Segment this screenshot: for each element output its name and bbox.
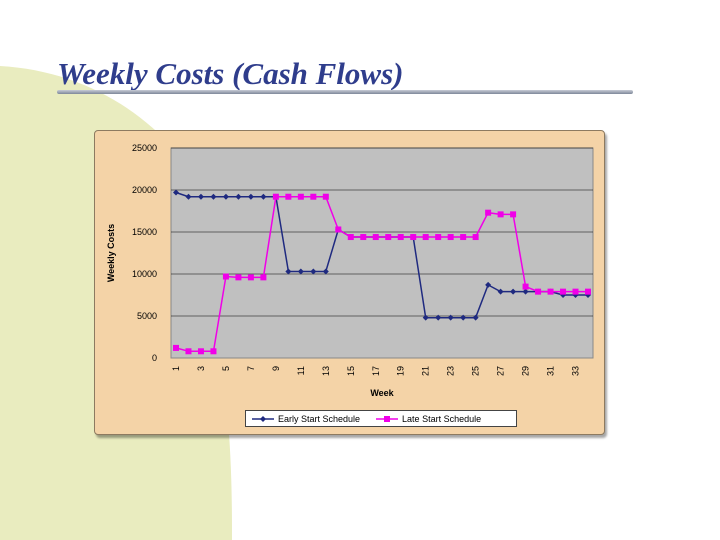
data-point-late (535, 288, 542, 295)
data-point-late (547, 288, 554, 295)
data-point-early (285, 268, 292, 275)
x-tick-label: 1 (171, 366, 181, 371)
data-point-late (560, 288, 567, 295)
data-point-late (197, 348, 204, 355)
data-point-late (472, 234, 479, 241)
plot-area (170, 147, 594, 359)
data-point-late (297, 193, 304, 200)
data-point-late (185, 348, 192, 355)
data-point-early (422, 314, 429, 321)
x-tick-label: 3 (196, 366, 206, 371)
data-point-late (572, 288, 579, 295)
x-tick-label: 23 (446, 366, 456, 376)
y-tick-label: 25000 (132, 143, 157, 153)
data-point-late (410, 234, 417, 241)
legend-item-early: Early Start Schedule (252, 414, 360, 424)
data-point-late (260, 274, 267, 281)
data-point-late (360, 234, 367, 241)
data-point-early (435, 314, 442, 321)
data-point-late (435, 234, 442, 241)
data-point-late (385, 234, 392, 241)
data-point-late (447, 234, 454, 241)
title-divider (57, 90, 633, 94)
x-tick-label: 17 (371, 366, 381, 376)
data-point-late (173, 344, 179, 351)
x-axis-label: Week (370, 388, 394, 398)
x-tick-label: 33 (571, 366, 581, 376)
data-point-late (235, 274, 242, 281)
x-tick-label: 13 (321, 366, 331, 376)
legend-label-early: Early Start Schedule (278, 413, 361, 424)
legend-swatch-late (376, 415, 399, 422)
data-point-late (272, 193, 279, 200)
data-point-late (310, 193, 317, 200)
x-tick-label: 25 (471, 366, 481, 376)
data-point-late (585, 288, 591, 295)
data-point-early (222, 193, 229, 200)
data-point-late (347, 234, 354, 241)
data-point-late (497, 211, 504, 218)
data-point-early (522, 288, 529, 295)
data-point-late (247, 274, 254, 281)
x-tick-label: 27 (496, 366, 506, 376)
x-tick-label: 29 (521, 366, 531, 376)
x-tick-label: 19 (396, 366, 406, 376)
data-point-late (372, 234, 379, 241)
chart-panel: 0 5000 10000 15000 20000 25000 1 3 5 7 9 11 13 15 17 19… (94, 130, 605, 435)
data-point-late (510, 211, 517, 218)
data-point-late (422, 234, 429, 241)
data-point-early (497, 288, 504, 295)
data-point-early (447, 314, 454, 321)
y-tick-label: 0 (152, 353, 157, 363)
x-tick-label: 31 (546, 366, 556, 376)
y-tick-label: 5000 (137, 311, 157, 321)
data-point-early (247, 193, 254, 200)
data-point-late (335, 226, 342, 233)
data-point-early (472, 314, 479, 321)
data-point-late (485, 209, 492, 216)
data-point-early (210, 193, 217, 200)
data-point-late (222, 273, 229, 280)
y-axis-label: Weekly Costs (106, 224, 116, 282)
data-point-early (235, 193, 242, 200)
x-tick-label: 7 (246, 366, 256, 371)
y-tick-label: 20000 (132, 185, 157, 195)
data-point-late (460, 234, 467, 241)
data-point-late (210, 348, 217, 355)
x-tick-label: 9 (271, 366, 281, 371)
data-point-early (260, 193, 267, 200)
data-point-early (460, 314, 467, 321)
x-tick-label: 5 (221, 366, 231, 371)
data-point-early (322, 268, 329, 275)
y-tick-label: 15000 (132, 227, 157, 237)
x-tick-label: 15 (346, 366, 356, 376)
data-point-late (285, 193, 292, 200)
chart-legend: Early Start Schedule Late Start Schedule (245, 410, 517, 427)
data-point-early (485, 281, 492, 288)
data-point-early (197, 193, 204, 200)
legend-label-late: Late Start Schedule (402, 413, 482, 424)
data-point-late (522, 283, 529, 290)
data-point-late (397, 234, 404, 241)
page-title: Weekly Costs (Cash Flows) (57, 56, 404, 91)
data-point-early (173, 189, 179, 196)
data-point-early (310, 268, 317, 275)
x-tick-label: 21 (421, 366, 431, 376)
data-point-early (185, 193, 192, 200)
data-point-early (510, 288, 517, 295)
data-point-late (322, 193, 329, 200)
x-tick-label: 11 (296, 366, 306, 375)
legend-item-late: Late Start Schedule (376, 414, 481, 424)
y-tick-label: 10000 (132, 269, 157, 279)
data-point-early (297, 268, 304, 275)
series-line-1 (175, 195, 588, 353)
legend-swatch-early (252, 415, 274, 422)
